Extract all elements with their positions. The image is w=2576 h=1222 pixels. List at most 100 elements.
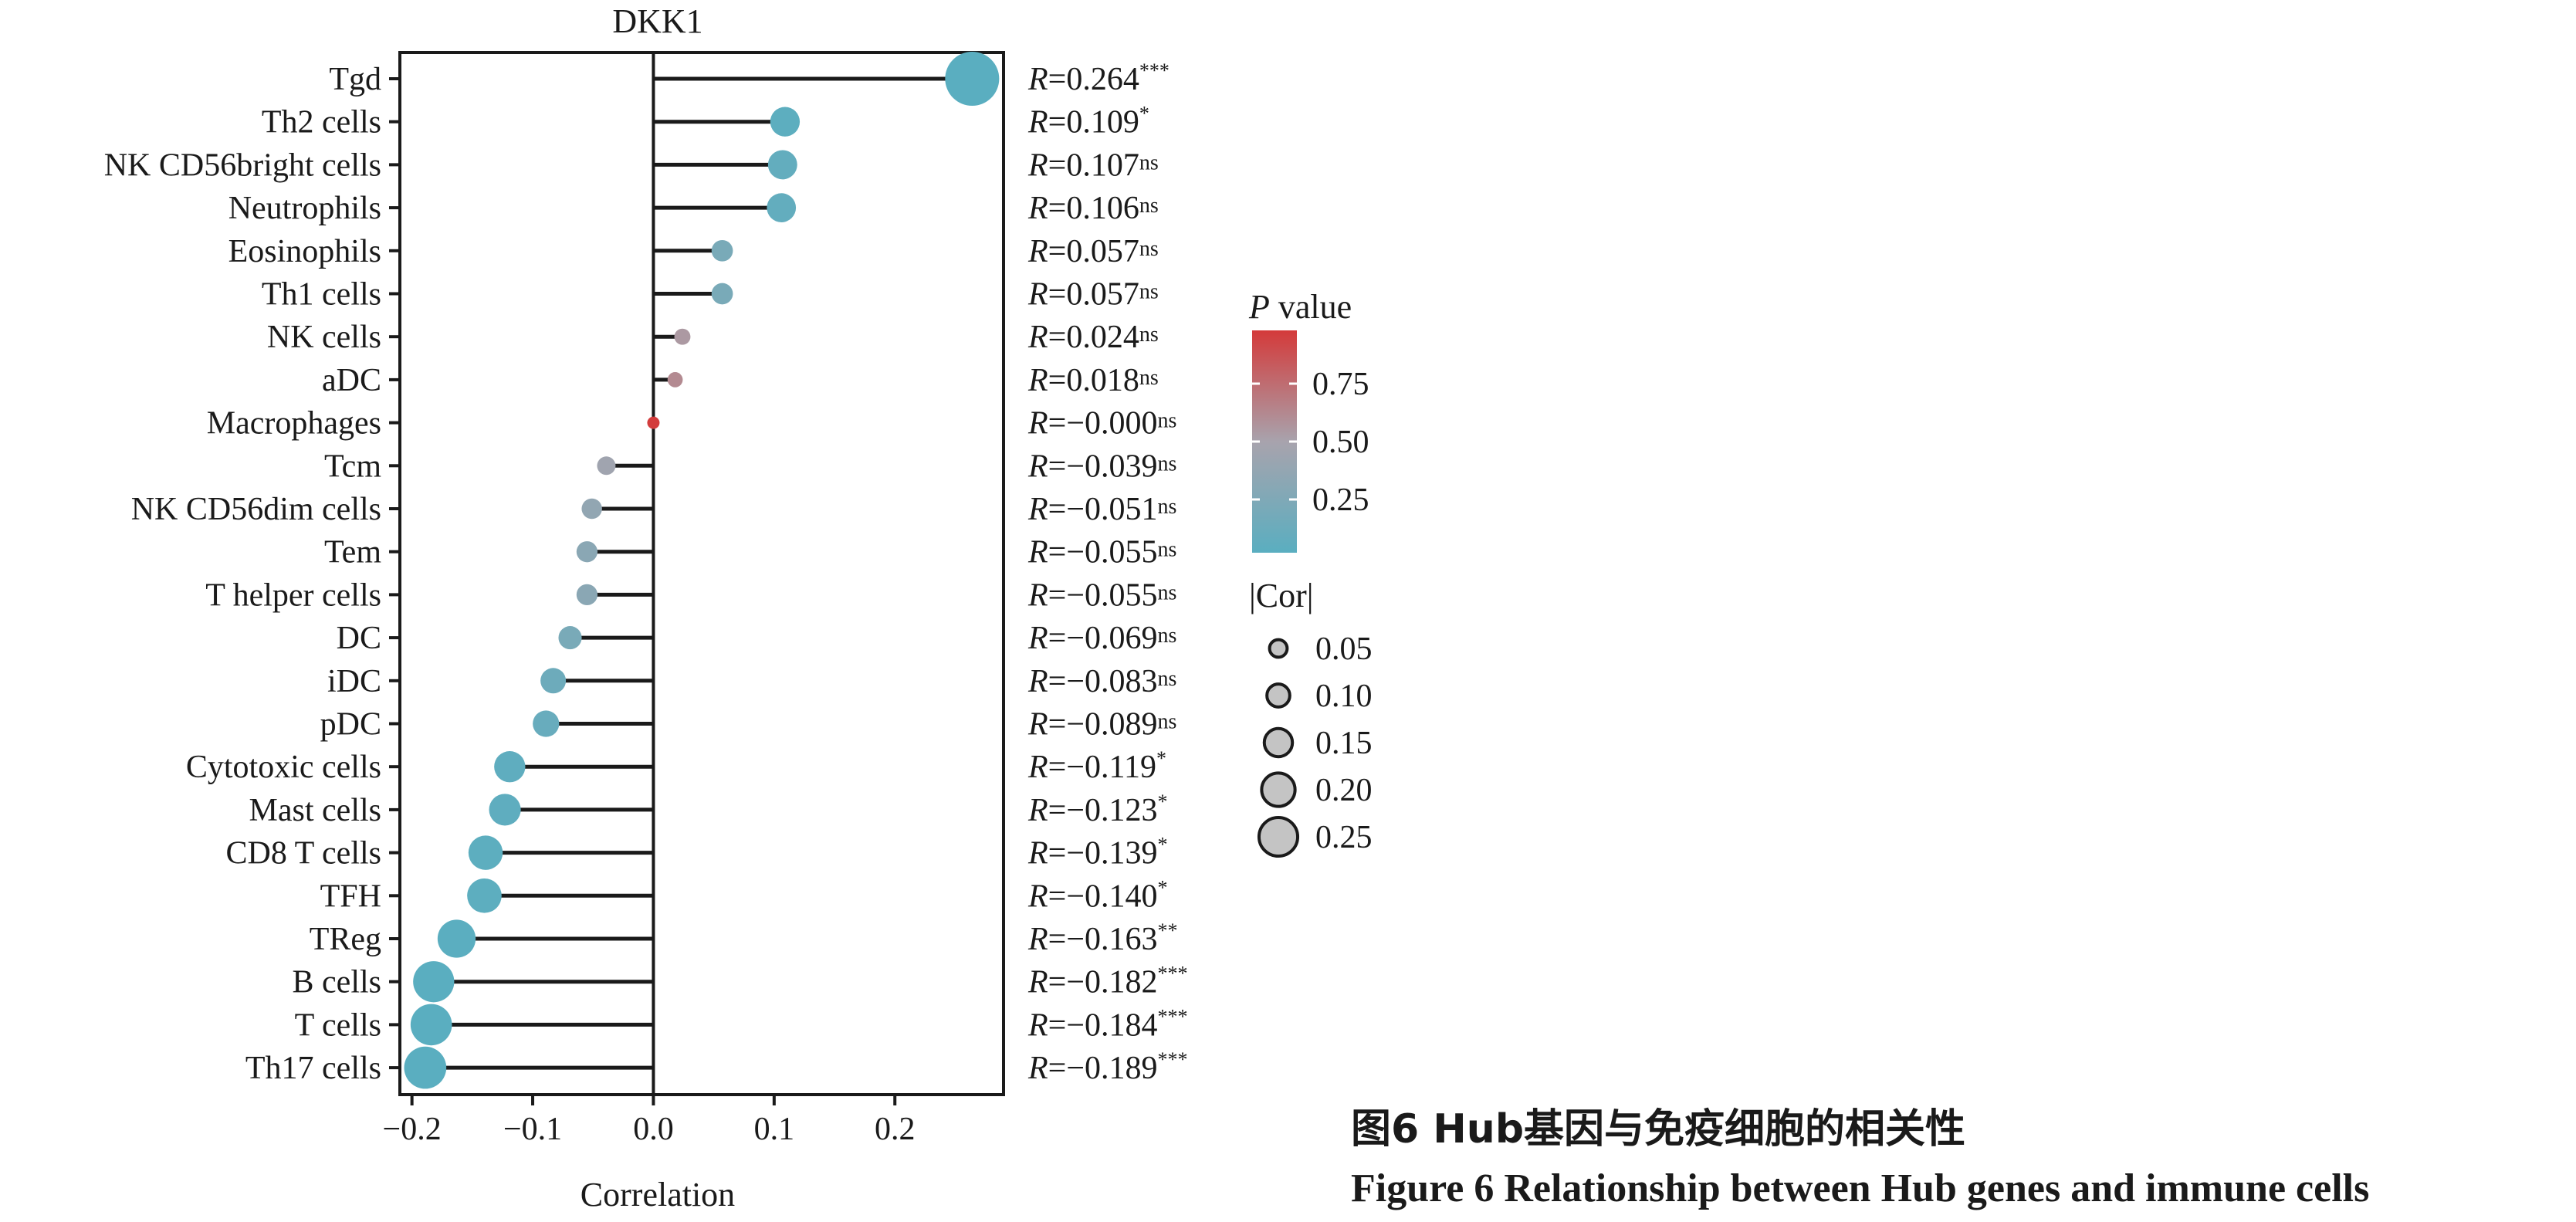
category-label: pDC bbox=[320, 707, 381, 743]
r-annotation: R=0.107ns bbox=[1027, 147, 1159, 183]
x-tick-label: 0.0 bbox=[633, 1112, 674, 1147]
r-annotation: R=−0.184*** bbox=[1027, 1005, 1188, 1043]
category-label: iDC bbox=[327, 664, 381, 699]
category-label: CD8 T cells bbox=[226, 836, 381, 872]
color-bar-label: 0.25 bbox=[1312, 482, 1369, 518]
lollipop-dot bbox=[467, 878, 502, 913]
r-annotation: R=−0.069ns bbox=[1027, 621, 1176, 656]
category-label: Cytotoxic cells bbox=[186, 750, 381, 785]
r-annotation: R=0.018ns bbox=[1027, 363, 1159, 398]
category-label: NK CD56dim cells bbox=[131, 492, 381, 527]
r-annotation: R=0.024ns bbox=[1027, 320, 1159, 355]
lollipop-dot bbox=[533, 710, 560, 737]
category-label: Tgd bbox=[329, 62, 381, 97]
r-annotation: R=0.057ns bbox=[1027, 277, 1159, 313]
r-annotation: R=−0.055ns bbox=[1027, 535, 1176, 570]
lollipop-dot bbox=[576, 584, 598, 606]
category-label: T helper cells bbox=[205, 577, 381, 613]
color-bar-label: 0.75 bbox=[1312, 367, 1369, 402]
r-annotation: R=0.264*** bbox=[1027, 59, 1170, 97]
figure-caption-chinese: 图6 Hub基因与免疫细胞的相关性 bbox=[1351, 1106, 1966, 1153]
category-label: T cells bbox=[295, 1007, 381, 1043]
lollipop-dot bbox=[767, 193, 797, 222]
r-annotation: R=0.109* bbox=[1027, 103, 1149, 140]
x-tick-label: −0.1 bbox=[503, 1112, 562, 1147]
r-annotation: R=−0.119* bbox=[1027, 747, 1166, 785]
lollipop-dot bbox=[576, 541, 598, 563]
category-label: Eosinophils bbox=[228, 234, 381, 269]
r-annotation: R=−0.140* bbox=[1027, 876, 1168, 914]
x-axis-label: Correlation bbox=[581, 1176, 735, 1214]
size-legend-label: 0.10 bbox=[1315, 679, 1373, 714]
r-annotation: R=−0.083ns bbox=[1027, 664, 1176, 699]
plot-frame bbox=[398, 51, 1005, 1096]
size-legend-label: 0.20 bbox=[1315, 773, 1373, 808]
category-label: Tcm bbox=[324, 449, 381, 484]
lollipop-dot bbox=[767, 150, 797, 180]
lollipop-dot bbox=[410, 1004, 452, 1046]
x-tick-label: 0.1 bbox=[754, 1112, 795, 1147]
lollipop-dot bbox=[489, 794, 521, 826]
lollipop-dot bbox=[770, 107, 801, 137]
lollipop-dot bbox=[494, 751, 526, 783]
lollipop-dot bbox=[413, 961, 455, 1003]
plot-area: −0.2 −0.1 0.0 0.1 0.2 Tgd R=0.264*** Th2 cells R… bbox=[104, 51, 1188, 1147]
category-label: DC bbox=[337, 621, 381, 656]
size-legend-label: 0.25 bbox=[1315, 820, 1373, 855]
lollipop-dot bbox=[581, 498, 602, 520]
category-label: Th17 cells bbox=[245, 1051, 381, 1086]
lollipop-dot bbox=[674, 328, 691, 345]
size-legend-circle bbox=[1265, 682, 1291, 709]
lollipop-dot bbox=[711, 283, 733, 305]
size-legend-circle bbox=[1260, 771, 1297, 808]
r-annotation: R=−0.163** bbox=[1027, 919, 1178, 957]
category-label: Mast cells bbox=[249, 793, 381, 828]
r-annotation: R=−0.089ns bbox=[1027, 707, 1176, 743]
size-legend-label: 0.15 bbox=[1315, 726, 1373, 761]
size-legend-circle bbox=[1262, 726, 1295, 759]
lollipop-dot bbox=[437, 919, 476, 958]
r-annotation: R=−0.039ns bbox=[1027, 449, 1176, 484]
category-label: NK CD56bright cells bbox=[104, 147, 381, 183]
lollipop-dot bbox=[558, 626, 582, 650]
r-annotation: R=−0.139* bbox=[1027, 834, 1168, 872]
r-annotation: R=0.057ns bbox=[1027, 234, 1159, 269]
lollipop-dot bbox=[540, 668, 567, 694]
size-legend-circle bbox=[1257, 815, 1300, 858]
lollipop-dot bbox=[945, 52, 1000, 106]
category-label: Th2 cells bbox=[262, 105, 381, 140]
x-tick-label: −0.2 bbox=[383, 1112, 442, 1147]
r-annotation: R=−0.189*** bbox=[1027, 1048, 1188, 1086]
category-label: Th1 cells bbox=[262, 277, 381, 313]
r-annotation: R=−0.055ns bbox=[1027, 577, 1176, 613]
category-label: TFH bbox=[320, 878, 381, 914]
r-annotation: R=−0.182*** bbox=[1027, 963, 1188, 1000]
category-label: Tem bbox=[324, 535, 381, 570]
chart-title: DKK1 bbox=[612, 2, 702, 40]
size-legend-label: 0.05 bbox=[1315, 631, 1373, 667]
lollipop-dot bbox=[647, 416, 660, 429]
category-label: Neutrophils bbox=[228, 191, 381, 226]
lollipop-dot bbox=[667, 372, 683, 388]
figure-caption-english: Figure 6 Relationship between Hub genes … bbox=[1351, 1166, 2370, 1210]
r-annotation: R=−0.000ns bbox=[1027, 406, 1176, 442]
category-label: Macrophages bbox=[207, 406, 381, 442]
lollipop-dot bbox=[404, 1046, 447, 1089]
color-legend-title: P value bbox=[1248, 288, 1352, 326]
category-label: TReg bbox=[310, 922, 381, 957]
x-tick-label: 0.2 bbox=[875, 1112, 916, 1147]
category-label: B cells bbox=[293, 965, 381, 1000]
category-label: NK cells bbox=[267, 320, 381, 355]
r-annotation: R=−0.123* bbox=[1027, 790, 1168, 828]
lollipop-dot bbox=[468, 835, 503, 870]
size-legend-title: |Cor| bbox=[1249, 577, 1314, 614]
r-annotation: R=−0.051ns bbox=[1027, 492, 1176, 527]
legend: P value 0.75 0.50 0.25 |Cor|0.05 0.10 0.15 0.20… bbox=[1248, 288, 1373, 858]
lollipop-dot bbox=[597, 456, 616, 476]
color-bar-label: 0.50 bbox=[1312, 425, 1369, 460]
r-annotation: R=0.106ns bbox=[1027, 191, 1159, 226]
category-label: aDC bbox=[322, 363, 381, 398]
size-legend-circle bbox=[1268, 638, 1289, 659]
lollipop-dot bbox=[711, 239, 733, 262]
